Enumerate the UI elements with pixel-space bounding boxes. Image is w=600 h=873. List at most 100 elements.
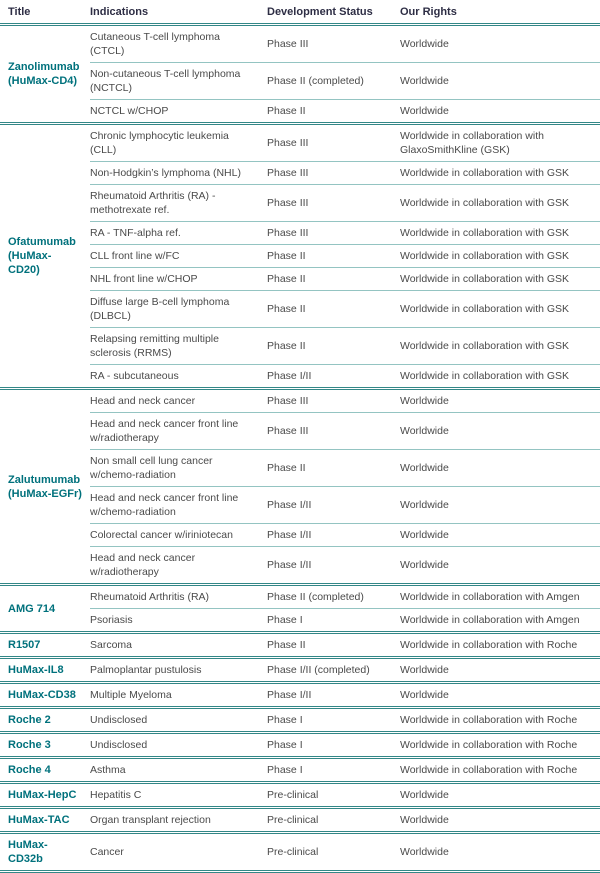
status-cell: Phase II	[267, 244, 400, 268]
indication-cell: Relapsing remitting multiple sclerosis (…	[90, 327, 267, 365]
product-title-cell: AMG 714	[0, 583, 90, 633]
table-row: Psoriasis Phase I Worldwide in collaborati…	[0, 608, 600, 633]
status-cell: Phase I/II (completed)	[267, 656, 400, 683]
indication-cell: Undisclosed	[90, 706, 267, 733]
table-row: Non small cell lung cancer w/chemo-radia…	[0, 449, 600, 487]
table-row: HuMax-HepC Hepatitis C Pre-clinical Worldwi…	[0, 781, 600, 808]
rights-cell: Worldwide	[400, 656, 600, 683]
table-row: HuMax-CD38 Multiple Myeloma Phase I/II Worl…	[0, 681, 600, 708]
product-title-cell: HuMax-IL8	[0, 656, 90, 683]
indication-cell: Organ transplant rejection	[90, 806, 267, 833]
column-header-indications: Indications	[90, 0, 267, 26]
column-header-title: Title	[0, 0, 90, 26]
table-row: Roche 2 Undisclosed Phase I Worldwide in co…	[0, 706, 600, 733]
table-row: Relapsing remitting multiple sclerosis (…	[0, 327, 600, 365]
product-title-cell: Zanolimumab (HuMax-CD4)	[0, 23, 90, 124]
indication-cell: Diffuse large B-cell lymphoma (DLBCL)	[90, 290, 267, 328]
rights-cell: Worldwide in collaboration with GSK	[400, 161, 600, 185]
table-row: Roche 3 Undisclosed Phase I Worldwide in co…	[0, 731, 600, 758]
status-cell: Pre-clinical	[267, 831, 400, 873]
table-row: NCTCL w/CHOP Phase II Worldwide	[0, 99, 600, 124]
table-row: Colorectal cancer w/iriniotecan Phase I/I…	[0, 523, 600, 547]
column-header-development-status: Development Status	[267, 0, 400, 26]
product-title-cell: Roche 3	[0, 731, 90, 758]
product-title-cell: Roche 2	[0, 706, 90, 733]
indication-cell: NCTCL w/CHOP	[90, 99, 267, 124]
indication-cell: Rheumatoid Arthritis (RA) - methotrexate…	[90, 184, 267, 222]
status-cell: Phase I/II	[267, 486, 400, 524]
rights-cell: Worldwide	[400, 546, 600, 585]
status-cell: Phase III	[267, 23, 400, 63]
indication-cell: Psoriasis	[90, 608, 267, 633]
status-cell: Phase II	[267, 290, 400, 328]
rights-cell: Worldwide	[400, 681, 600, 708]
rights-cell: Worldwide in collaboration with GSK	[400, 327, 600, 365]
status-cell: Phase II	[267, 267, 400, 291]
table-row: Ofatumumab (HuMax-CD20) Chronic lymphocyt…	[0, 122, 600, 389]
indication-cell: Non-Hodgkin’s lymphoma (NHL)	[90, 161, 267, 185]
rights-cell: Worldwide	[400, 412, 600, 450]
rights-cell: Worldwide	[400, 387, 600, 413]
status-cell: Phase III	[267, 122, 400, 162]
indication-cell: NHL front line w/CHOP	[90, 267, 267, 291]
status-cell: Phase I/II	[267, 681, 400, 708]
table-row: R1507 Sarcoma Phase II Worldwide in collabo…	[0, 631, 600, 658]
table-row: Zanolimumab (HuMax-CD4) Cutaneous T-cell …	[0, 23, 600, 124]
table-row: Roche 4 Asthma Phase I Worldwide in collabo…	[0, 756, 600, 783]
rights-cell: Worldwide	[400, 449, 600, 487]
product-title-cell: Zalutumumab (HuMax-EGFr)	[0, 387, 90, 585]
header-row: Title Indications Development Status Our…	[0, 0, 600, 26]
product-title-cell: HuMax-TAC	[0, 806, 90, 833]
indication-cell: Rheumatoid Arthritis (RA)	[90, 583, 267, 609]
table-row: Head and neck cancer w/radiotherapy Phase…	[0, 546, 600, 585]
indication-cell: Non small cell lung cancer w/chemo-radia…	[90, 449, 267, 487]
status-cell: Phase II (completed)	[267, 583, 400, 609]
indication-cell: Asthma	[90, 756, 267, 783]
indication-cell: Hepatitis C	[90, 781, 267, 808]
table-row: RA - subcutaneous Phase I/II Worldwide in …	[0, 364, 600, 389]
indication-cell: Colorectal cancer w/iriniotecan	[90, 523, 267, 547]
indication-cell: Sarcoma	[90, 631, 267, 658]
indication-cell: Undisclosed	[90, 731, 267, 758]
rights-cell: Worldwide in collaboration with GSK	[400, 267, 600, 291]
table-row: Head and neck cancer front line w/radiot…	[0, 412, 600, 450]
status-cell: Phase III	[267, 387, 400, 413]
table-row: NHL front line w/CHOP Phase II Worldwide i…	[0, 267, 600, 291]
product-title-cell: R1507	[0, 631, 90, 658]
table-row: Diffuse large B-cell lymphoma (DLBCL) Pha…	[0, 290, 600, 328]
status-cell: Phase I/II	[267, 546, 400, 585]
table-row: Head and neck cancer front line w/chemo-…	[0, 486, 600, 524]
table-row: CLL front line w/FC Phase II Worldwide in …	[0, 244, 600, 268]
status-cell: Pre-clinical	[267, 781, 400, 808]
rights-cell: Worldwide	[400, 62, 600, 100]
indication-cell: Cutaneous T-cell lymphoma (CTCL)	[90, 23, 267, 63]
table-row: Zalutumumab (HuMax-EGFr) Head and neck ca…	[0, 387, 600, 585]
rights-cell: Worldwide	[400, 523, 600, 547]
status-cell: Phase III	[267, 412, 400, 450]
indication-cell: RA - subcutaneous	[90, 364, 267, 389]
indication-cell: Head and neck cancer front line w/radiot…	[90, 412, 267, 450]
status-cell: Phase III	[267, 184, 400, 222]
status-cell: Phase I	[267, 731, 400, 758]
indication-cell: Non-cutaneous T-cell lymphoma (NCTCL)	[90, 62, 267, 100]
indication-cell: CLL front line w/FC	[90, 244, 267, 268]
rights-cell: Worldwide in collaboration with Amgen	[400, 608, 600, 633]
status-cell: Phase I	[267, 756, 400, 783]
table-row: AMG 714 Rheumatoid Arthritis (RA) Phase II…	[0, 583, 600, 633]
status-cell: Phase II	[267, 99, 400, 124]
rights-cell: Worldwide	[400, 23, 600, 63]
rights-cell: Worldwide	[400, 99, 600, 124]
indication-cell: Chronic lymphocytic leukemia (CLL)	[90, 122, 267, 162]
product-title-cell: Roche 4	[0, 756, 90, 783]
rights-cell: Worldwide	[400, 806, 600, 833]
product-title-cell: HuMax-CD32b	[0, 831, 90, 873]
product-title-cell: HuMax-CD38	[0, 681, 90, 708]
status-cell: Pre-clinical	[267, 806, 400, 833]
table-row: HuMax-CD32b Cancer Pre-clinical Worldwide	[0, 831, 600, 873]
rights-cell: Worldwide in collaboration with Roche	[400, 731, 600, 758]
table-row: Non-cutaneous T-cell lymphoma (NCTCL) Pha…	[0, 62, 600, 100]
table-row: HuMax-TAC Organ transplant rejection Pre-c…	[0, 806, 600, 833]
rights-cell: Worldwide	[400, 831, 600, 873]
